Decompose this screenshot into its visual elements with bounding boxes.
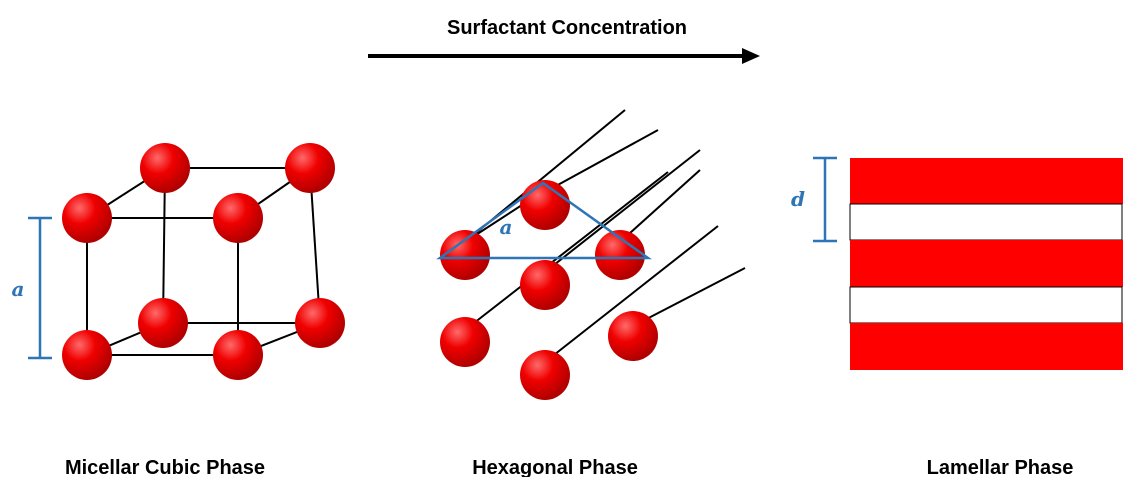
- lamellar-layers: [850, 158, 1123, 370]
- arrow-label: Surfactant Concentration: [447, 17, 687, 39]
- arrow-head: [742, 48, 760, 64]
- cubic-dimension-label: a: [12, 277, 25, 301]
- hexagonal-dimension-label: a: [500, 215, 513, 239]
- phase-label: Lamellar Phase: [927, 457, 1074, 477]
- lamellar-dimension: [813, 158, 837, 241]
- cubic-lattice: [62, 143, 345, 380]
- diagram: Surfactant Concentration a: [0, 0, 1123, 477]
- hexagonal-lattice: [440, 110, 745, 400]
- cubic-dimension: [28, 218, 52, 358]
- lamellar-dimension-label: d: [791, 187, 805, 211]
- phase-label: Micellar Cubic Phase: [65, 457, 265, 477]
- phase-label: Hexagonal Phase: [472, 457, 638, 477]
